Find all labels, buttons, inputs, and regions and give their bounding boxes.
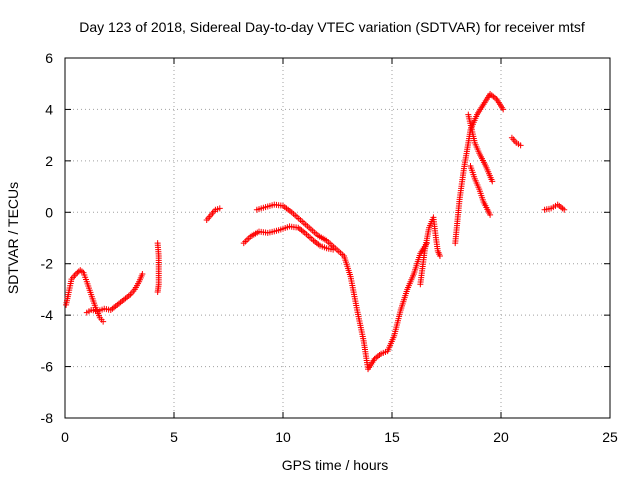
data-point	[500, 106, 507, 113]
data-point	[139, 271, 146, 277]
x-tick-label: 25	[602, 429, 618, 445]
data-point	[154, 289, 161, 295]
data-points	[63, 91, 568, 373]
data-point	[72, 271, 79, 277]
series-arc-6	[253, 201, 430, 373]
series-arc-10	[467, 163, 494, 218]
series-arc-7	[417, 214, 443, 288]
y-tick-label: 2	[45, 153, 53, 169]
data-point	[436, 253, 443, 259]
series-arc-9	[465, 111, 496, 185]
series-arc-8	[452, 91, 507, 247]
series-arc-12	[541, 201, 568, 213]
chart-title: Day 123 of 2018, Sidereal Day-to-day VTE…	[79, 19, 585, 35]
series-arc-5	[240, 223, 337, 253]
y-tick-label: 0	[45, 204, 53, 220]
axis-ticks: 0 5 10 15 20 25 -8 -6 -4 -2 0 2 4 6	[41, 50, 618, 445]
series-arc-11	[508, 134, 524, 149]
plot-area-frame	[64, 57, 611, 419]
series-arc-3	[154, 240, 162, 295]
y-tick-label: 6	[45, 50, 53, 66]
x-tick-label: 0	[61, 429, 69, 445]
data-point	[100, 318, 107, 325]
y-tick-label: -6	[41, 359, 54, 375]
y-tick-label: -2	[41, 256, 54, 272]
data-point	[489, 178, 496, 185]
series-arc-4	[203, 205, 223, 223]
series-arc-1	[63, 267, 107, 325]
x-tick-label: 5	[170, 429, 178, 445]
x-tick-label: 15	[384, 429, 400, 445]
x-axis-label: GPS time / hours	[282, 457, 389, 473]
data-point	[74, 269, 81, 276]
y-tick-label: 4	[45, 101, 53, 117]
y-axis-label: SDTVAR / TECUs	[5, 182, 21, 294]
data-point	[216, 205, 223, 212]
y-tick-label: -8	[41, 410, 54, 426]
data-point	[561, 206, 568, 213]
data-point	[517, 142, 524, 149]
grid-lines	[65, 58, 610, 418]
x-tick-label: 10	[275, 429, 291, 445]
data-point	[487, 211, 494, 218]
series-arc-2	[83, 271, 146, 316]
x-tick-label: 20	[493, 429, 509, 445]
y-tick-label: -4	[41, 307, 54, 323]
